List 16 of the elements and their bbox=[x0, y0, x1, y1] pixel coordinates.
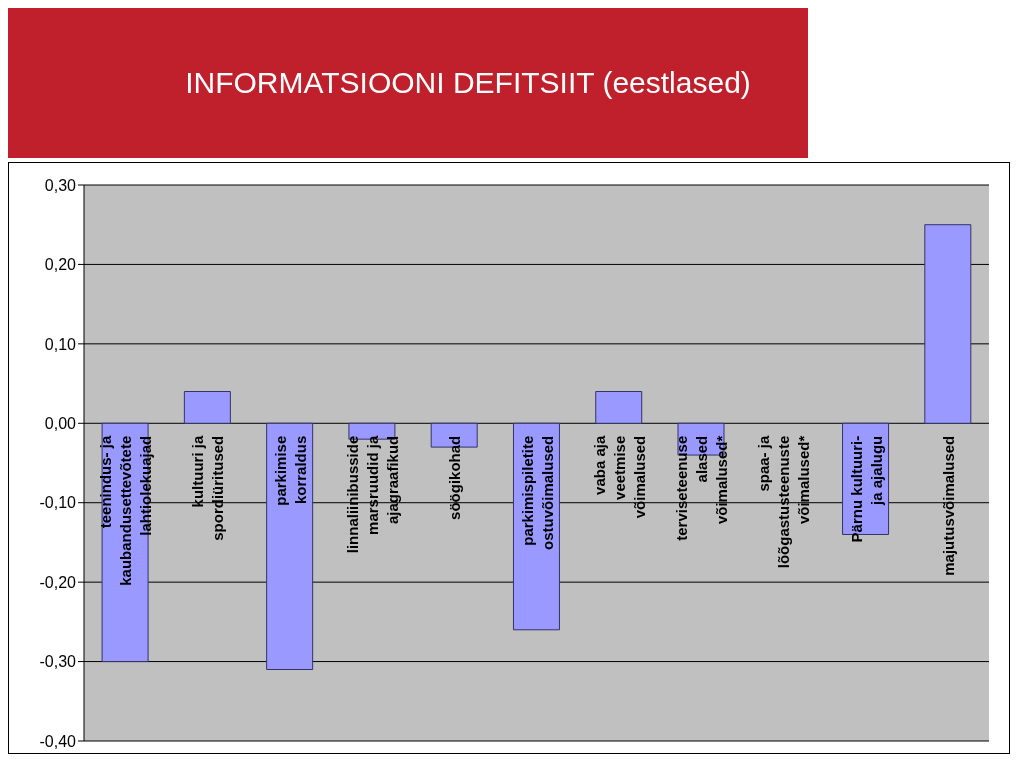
bar bbox=[266, 422, 314, 671]
x-tick-label: söögikohad bbox=[446, 435, 464, 520]
x-tick-label: teenindus- ja kaubandusettevõtete lahtiolekuajad bbox=[97, 435, 155, 586]
bar bbox=[595, 391, 643, 424]
y-tick-label: 0,30 bbox=[44, 176, 77, 194]
chart-title: INFORMATSIOONI DEFITSIIT (eestlased) bbox=[185, 66, 751, 100]
y-tick-label: 0,00 bbox=[44, 414, 77, 432]
y-tick-label: 0,20 bbox=[44, 256, 77, 274]
y-tick-label: -0,30 bbox=[39, 653, 77, 671]
y-tick-label: -0,10 bbox=[39, 494, 77, 512]
bar bbox=[924, 224, 972, 424]
y-tick-label: -0,40 bbox=[39, 732, 77, 750]
x-tick-label: majutusvõimalused bbox=[939, 435, 957, 576]
y-tick-label: 0,10 bbox=[44, 335, 77, 353]
bar bbox=[183, 391, 231, 424]
y-tick-label: -0,20 bbox=[39, 573, 77, 591]
